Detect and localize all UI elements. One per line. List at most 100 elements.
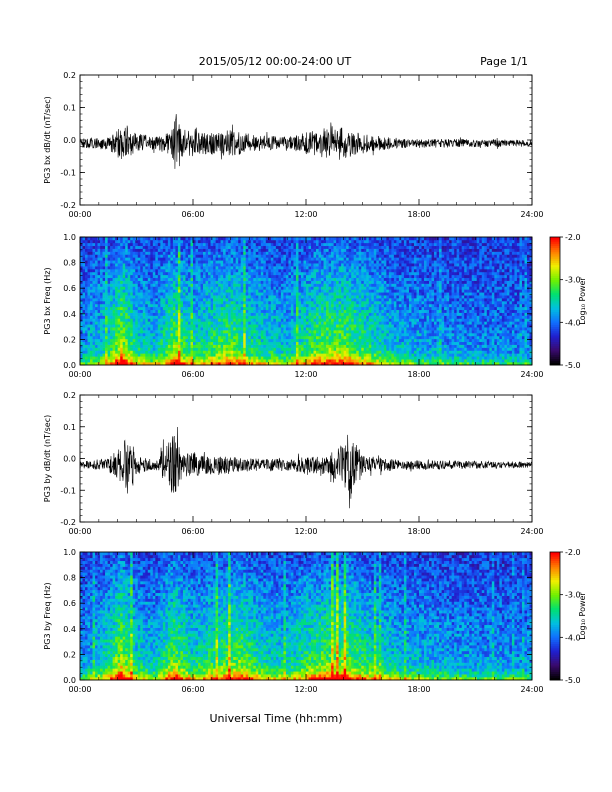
spectrogram-cell bbox=[270, 324, 274, 328]
spectrogram-cell bbox=[145, 321, 149, 325]
spectrogram-cell bbox=[263, 306, 267, 311]
spectrogram-cell bbox=[182, 353, 186, 357]
spectrogram-cell bbox=[353, 362, 357, 366]
spectrogram-cell bbox=[233, 353, 236, 357]
spectrogram-cell bbox=[137, 309, 141, 313]
spectrogram-cell bbox=[248, 324, 252, 328]
spectrogram-cell bbox=[351, 315, 355, 319]
spectrogram-cell bbox=[243, 254, 247, 258]
spectrogram-cell bbox=[140, 257, 144, 261]
spectrogram-cell bbox=[273, 260, 277, 264]
spectrogram-cell bbox=[338, 353, 342, 357]
spectrogram-cell bbox=[162, 359, 166, 363]
spectrogram-cell bbox=[243, 263, 247, 267]
spectrogram-cell bbox=[203, 248, 206, 252]
spectrogram-cell bbox=[258, 274, 262, 279]
spectrogram-cell bbox=[321, 257, 324, 261]
spectrogram-cell bbox=[225, 335, 229, 340]
spectrogram-cell bbox=[177, 292, 181, 296]
spectrogram-cell bbox=[157, 344, 161, 348]
spectrogram-cell bbox=[220, 330, 224, 334]
spectrogram-cell bbox=[193, 327, 196, 331]
spectrogram-cell bbox=[122, 254, 126, 258]
spectrogram-cell bbox=[80, 289, 83, 293]
spectrogram-cell bbox=[95, 303, 98, 308]
spectrogram-cell bbox=[160, 274, 164, 279]
spectrogram-cell bbox=[92, 321, 96, 325]
spectrogram-cell bbox=[90, 257, 93, 261]
spectrogram-cell bbox=[210, 350, 214, 354]
spectrogram-cell bbox=[233, 324, 236, 328]
spectrogram-cell bbox=[318, 312, 322, 316]
spectrogram-cell bbox=[110, 350, 113, 354]
spectrogram-cell bbox=[306, 315, 309, 319]
spectrogram-cell bbox=[125, 280, 129, 284]
spectrogram-cell bbox=[303, 269, 307, 273]
spectrogram-cell bbox=[255, 333, 259, 337]
spectrogram-cell bbox=[341, 251, 344, 255]
spectrogram-cell bbox=[288, 269, 292, 273]
spectrogram-cell bbox=[243, 242, 247, 247]
spectrogram-cell bbox=[175, 309, 179, 313]
spectrogram-cell bbox=[341, 318, 344, 322]
spectrogram-cell bbox=[308, 257, 312, 261]
spectrogram-cell bbox=[205, 242, 209, 247]
spectrogram-cell bbox=[205, 324, 209, 328]
spectrogram-cell bbox=[225, 298, 229, 302]
spectrogram-cell bbox=[105, 362, 108, 366]
spectrogram-cell bbox=[235, 350, 239, 354]
spectrogram-cell bbox=[107, 289, 111, 293]
spectrogram-cell bbox=[90, 271, 93, 276]
spectrogram-cell bbox=[135, 341, 139, 345]
spectrogram-cell bbox=[90, 274, 93, 279]
spectrogram-cell bbox=[253, 309, 257, 313]
spectrogram-cell bbox=[175, 286, 179, 290]
spectrogram-cell bbox=[182, 312, 186, 316]
spectrogram-cell bbox=[318, 306, 322, 311]
spectrogram-cell bbox=[200, 283, 204, 287]
spectrogram-cell bbox=[100, 338, 103, 343]
spectrogram-cell bbox=[295, 321, 299, 325]
spectrogram-cell bbox=[130, 333, 134, 337]
spectrogram-cell bbox=[190, 333, 194, 337]
spectrogram-cell bbox=[306, 271, 309, 276]
spectrogram-cell bbox=[228, 271, 231, 276]
spectrogram-cell bbox=[263, 344, 267, 348]
spectrogram-cell bbox=[155, 309, 159, 313]
spectrogram-cell bbox=[275, 269, 279, 273]
spectrogram-cell bbox=[288, 263, 292, 267]
spectrogram-cell bbox=[311, 266, 314, 270]
spectrogram-cell bbox=[167, 292, 171, 296]
spectrogram-cell bbox=[285, 289, 289, 293]
spectrogram-cell bbox=[225, 347, 229, 351]
spectrogram-cell bbox=[238, 330, 242, 334]
spectrogram-cell bbox=[162, 254, 166, 258]
spectrogram-cell bbox=[278, 347, 282, 351]
spectrogram-cell bbox=[218, 274, 221, 279]
spectrogram-cell bbox=[348, 321, 352, 325]
spectrogram-cell bbox=[300, 341, 304, 345]
spectrogram-cell bbox=[278, 344, 282, 348]
spectrogram-cell bbox=[321, 321, 324, 325]
spectrogram-cell bbox=[137, 239, 141, 244]
spectrogram-cell bbox=[127, 318, 131, 322]
spectrogram-cell bbox=[228, 237, 231, 241]
spectrogram-cell bbox=[112, 350, 116, 354]
spectrogram-cell bbox=[265, 298, 269, 302]
spectrogram-cell bbox=[182, 280, 186, 284]
spectrogram-cell bbox=[92, 269, 96, 273]
spectrogram-cell bbox=[115, 318, 118, 322]
spectrogram-cell bbox=[265, 309, 269, 313]
spectrogram-cell bbox=[336, 271, 339, 276]
spectrogram-cell bbox=[253, 245, 257, 249]
spectrogram-cell bbox=[313, 237, 317, 241]
spectrogram-cell bbox=[343, 269, 347, 273]
spectrogram-cell bbox=[351, 263, 355, 267]
spectrogram-cell bbox=[142, 356, 146, 360]
spectrogram-cell bbox=[112, 359, 116, 363]
spectrogram-cell bbox=[295, 301, 299, 305]
spectrogram-cell bbox=[152, 303, 156, 308]
spectrogram-cell bbox=[290, 301, 294, 305]
spectrogram-cell bbox=[245, 309, 249, 313]
spectrogram-cell bbox=[165, 338, 169, 343]
